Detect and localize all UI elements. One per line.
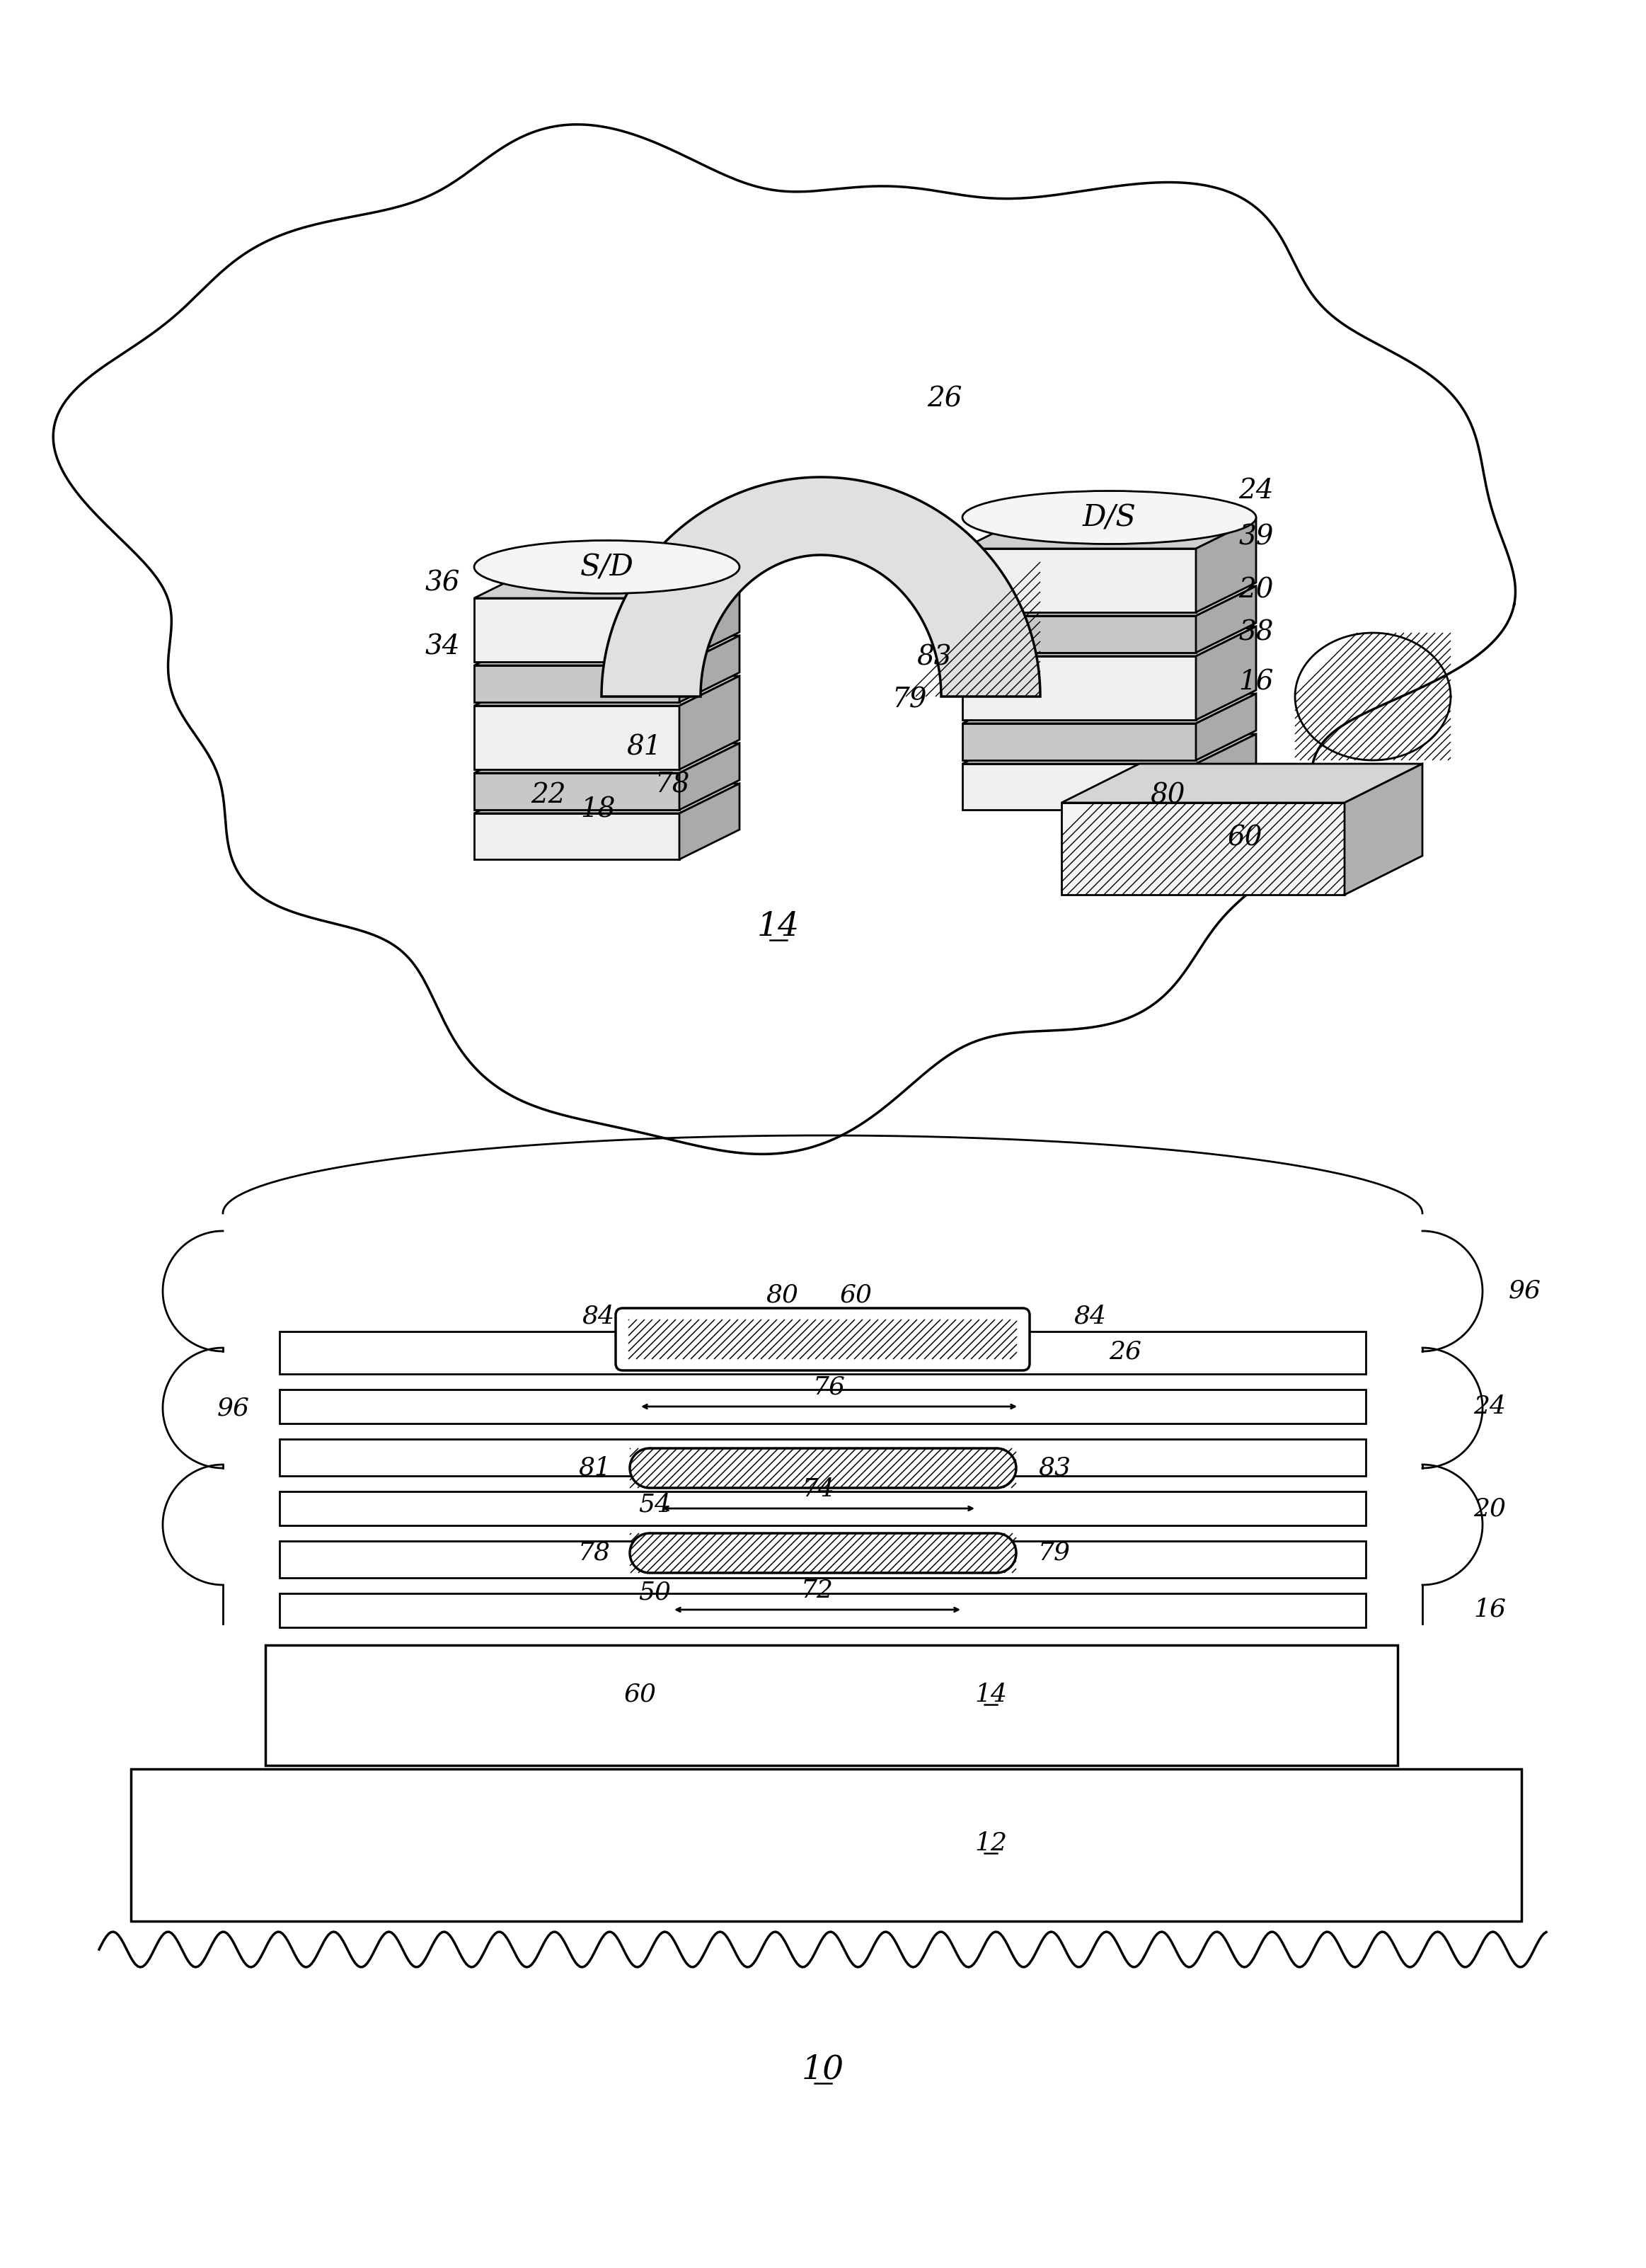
Polygon shape [1197, 694, 1256, 760]
Text: 80: 80 [1151, 782, 1185, 810]
Text: 96: 96 [1509, 1279, 1541, 1304]
Polygon shape [474, 665, 680, 703]
Polygon shape [630, 1533, 1016, 1574]
Bar [265, 1644, 1397, 1765]
Ellipse shape [963, 490, 1256, 544]
Text: 54: 54 [639, 1492, 672, 1517]
Text: 81: 81 [578, 1456, 611, 1481]
Text: 72: 72 [802, 1579, 833, 1603]
Text: 10: 10 [802, 2055, 844, 2087]
Polygon shape [474, 705, 680, 769]
Bar [280, 1492, 1366, 1526]
Polygon shape [680, 785, 739, 860]
Text: 60: 60 [839, 1284, 872, 1306]
Polygon shape [680, 635, 739, 703]
Text: 83: 83 [917, 644, 951, 671]
Text: 78: 78 [655, 771, 690, 798]
Polygon shape [474, 635, 739, 665]
Text: 79: 79 [1039, 1540, 1070, 1565]
Text: 24: 24 [1238, 479, 1274, 503]
Text: 14: 14 [974, 1683, 1007, 1706]
Text: 12: 12 [974, 1830, 1007, 1855]
Text: 96: 96 [217, 1395, 250, 1420]
Text: 34: 34 [425, 633, 459, 660]
Polygon shape [1197, 519, 1256, 612]
Text: 60: 60 [1228, 826, 1262, 850]
Text: 84: 84 [1073, 1304, 1106, 1329]
Polygon shape [963, 694, 1256, 723]
Polygon shape [963, 655, 1197, 719]
Text: 76: 76 [813, 1374, 846, 1399]
Text: 50: 50 [639, 1581, 672, 1603]
Polygon shape [474, 814, 680, 860]
Polygon shape [1197, 585, 1256, 653]
Polygon shape [474, 676, 739, 705]
Bar [280, 1331, 1366, 1374]
Polygon shape [1062, 803, 1345, 896]
Text: 78: 78 [578, 1540, 611, 1565]
Polygon shape [963, 626, 1256, 655]
Bar [280, 1390, 1366, 1424]
Polygon shape [1197, 735, 1256, 810]
Polygon shape [680, 744, 739, 810]
Polygon shape [963, 585, 1256, 617]
Polygon shape [963, 549, 1197, 612]
Polygon shape [474, 785, 739, 814]
Ellipse shape [474, 540, 739, 594]
Polygon shape [963, 723, 1197, 760]
Polygon shape [474, 569, 739, 599]
Bar [132, 1769, 1521, 1921]
Text: 38: 38 [1238, 619, 1274, 646]
FancyBboxPatch shape [616, 1309, 1030, 1370]
Text: 26: 26 [927, 386, 963, 413]
Bar [280, 1540, 1366, 1579]
Text: 39: 39 [1238, 524, 1274, 551]
Polygon shape [630, 1449, 1016, 1488]
Text: 80: 80 [765, 1284, 798, 1306]
Polygon shape [1062, 764, 1422, 803]
Polygon shape [963, 735, 1256, 764]
Text: 60: 60 [624, 1683, 657, 1706]
Text: 14: 14 [757, 909, 800, 943]
Text: 16: 16 [1238, 669, 1274, 696]
Text: 24: 24 [1473, 1395, 1506, 1418]
Polygon shape [963, 764, 1197, 810]
Text: 81: 81 [627, 735, 662, 760]
Polygon shape [1345, 764, 1422, 896]
Text: 16: 16 [1473, 1597, 1506, 1622]
Polygon shape [1197, 626, 1256, 719]
Text: 20: 20 [1238, 578, 1274, 603]
Text: S/D: S/D [579, 551, 634, 583]
Text: 36: 36 [425, 569, 459, 596]
Text: 79: 79 [892, 687, 927, 712]
Text: 84: 84 [581, 1304, 614, 1329]
Polygon shape [680, 569, 739, 662]
Polygon shape [474, 773, 680, 810]
Text: D/S: D/S [1083, 503, 1136, 533]
Polygon shape [474, 744, 739, 773]
Text: 26: 26 [1109, 1340, 1141, 1363]
Text: 74: 74 [802, 1476, 835, 1501]
Polygon shape [963, 519, 1256, 549]
Text: 20: 20 [1473, 1497, 1506, 1520]
Text: 83: 83 [1039, 1456, 1070, 1481]
Polygon shape [963, 617, 1197, 653]
Polygon shape [474, 599, 680, 662]
Text: 22: 22 [532, 782, 566, 810]
Polygon shape [680, 676, 739, 769]
Bar [280, 1594, 1366, 1628]
Polygon shape [601, 476, 1040, 696]
Bar [280, 1440, 1366, 1476]
Text: 18: 18 [581, 796, 616, 823]
